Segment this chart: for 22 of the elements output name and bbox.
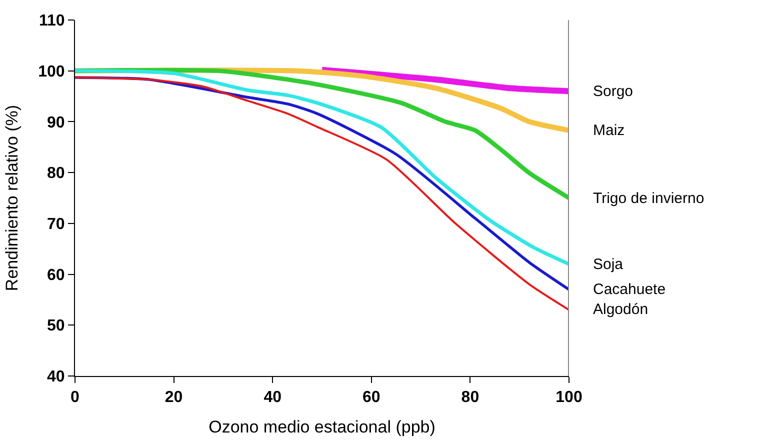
y-tick-label: 90 [47,114,65,132]
x-tick-label: 20 [164,389,183,406]
series-label: Soja [593,256,624,273]
x-axis-title: Ozono medio estacional (ppb) [208,418,436,437]
y-tick-label: 70 [47,216,65,234]
y-tick-label: 60 [47,266,65,284]
y-tick-label: 110 [38,12,65,30]
series-label: Sorgo [593,83,634,100]
series-label: Algodón [593,301,648,318]
series-label: Maiz [593,122,625,139]
y-tick-label: 40 [47,368,65,386]
y-axis-title: Rendimiento relativo (%) [2,104,22,292]
x-tick-label: 80 [461,389,480,406]
series-label: Trigo de invierno [593,190,704,207]
x-tick-label: 100 [556,389,582,406]
y-tick-label: 100 [38,63,65,80]
x-tick-label: 60 [362,389,380,406]
x-tick-label: 0 [70,389,80,406]
y-tick-label: 80 [47,165,65,182]
y-tick-label: 50 [47,318,65,335]
x-tick-label: 40 [264,389,282,406]
series-label: Cacahuete [593,281,666,298]
